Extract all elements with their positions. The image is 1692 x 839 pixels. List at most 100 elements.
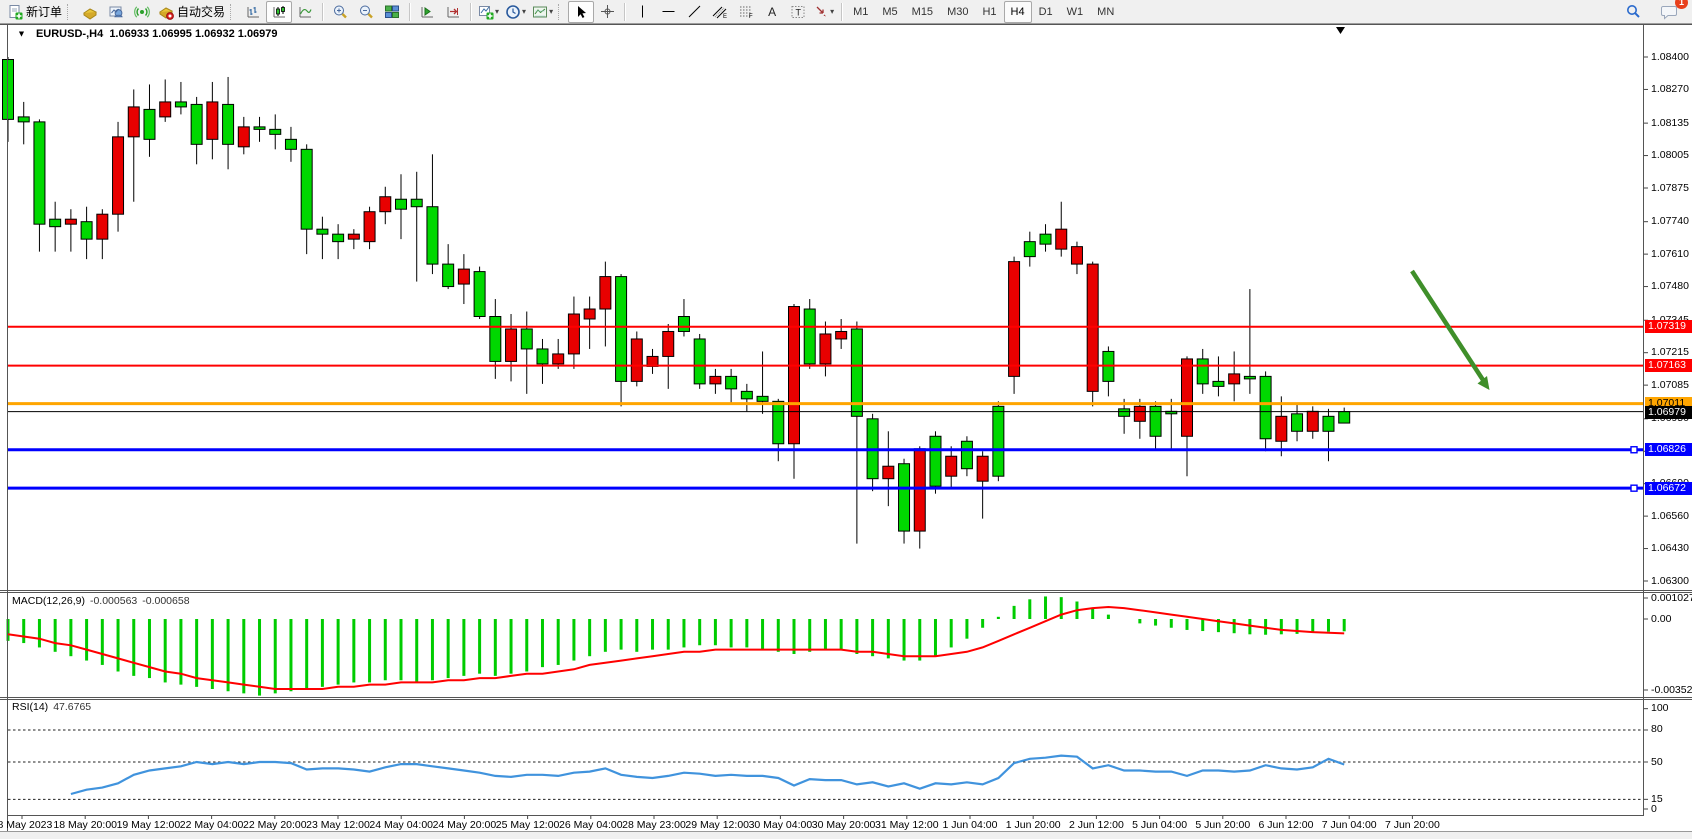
svg-text:F: F [749,14,753,19]
toolbar-separator [841,2,843,21]
timeframe-button-M1[interactable]: M1 [853,5,869,18]
signals-button[interactable] [129,1,155,23]
time-tick-label: 26 May 04:00 [558,819,623,831]
chart-shift-marker[interactable] [1336,27,1345,34]
symbol-dropdown-icon[interactable]: ▼ [17,29,26,39]
bar-chart-icon [247,7,259,18]
hline-1.06826[interactable] [8,446,1643,454]
rsi-layer [8,708,1648,810]
svg-text:E: E [723,14,727,19]
rsi-axis-label: 80 [1651,723,1663,736]
fibonacci-icon: F [739,6,753,19]
annotation-arrow[interactable] [1410,269,1490,390]
timeframe-button-M5[interactable]: M5 [882,5,898,18]
trendline-tool-button[interactable] [681,1,707,23]
tile-windows-button[interactable] [379,1,405,23]
macd-panel-separator[interactable] [0,590,1692,591]
auto-scroll-icon [421,7,433,18]
time-tick-label: 28 May 23:00 [622,819,686,831]
market-watch-button[interactable] [77,1,103,23]
timeframe-button-W1[interactable]: W1 [1066,5,1084,18]
zoom-out-button[interactable] [353,1,379,23]
dropdown-caret-icon: ▾ [830,7,835,16]
line-chart-icon [299,7,312,18]
timeframe-button-D1[interactable]: D1 [1038,5,1053,18]
toolbar: 新订单 自动交易 [0,0,1692,24]
notifications-button[interactable]: 1 [1656,0,1688,23]
time-tick-label: 25 May 12:00 [495,819,560,831]
toolbar-separator [322,2,324,21]
rsi-panel-separator[interactable] [0,697,1692,698]
time-tick-label: 24 May 20:00 [432,819,497,831]
price-tick-label: 1.06560 [1651,509,1689,522]
periods-button[interactable]: ▾ [502,1,529,23]
auto-trading-button[interactable]: 自动交易 [155,1,228,23]
text-tool-icon: A [768,4,777,19]
new-order-icon [9,4,23,19]
window-bottom-strip [0,832,1692,839]
timeframe-button-M30[interactable]: M30 [947,5,969,18]
horizontal-line-tool-button[interactable] [655,1,681,23]
rsi-axis-label: 15 [1651,792,1663,805]
timeframe-button-MN[interactable]: MN [1097,5,1115,18]
price-tick-label: 1.07610 [1651,247,1689,260]
chart-header[interactable]: ▼ EURUSD-,H4 1.06933 1.06995 1.06932 1.0… [16,28,277,40]
time-tick-label: 5 Jun 04:00 [1132,819,1188,831]
fibonacci-tool-button[interactable]: F [733,1,759,23]
timeframe-button-H1[interactable]: H1 [982,5,997,18]
line-chart-button[interactable] [292,1,318,23]
crosshair-tool-button[interactable] [594,1,620,23]
macd-panel-separator[interactable] [0,592,1692,593]
channel-tool-button[interactable]: E [707,1,733,23]
toolbar-right-group: 1 [1620,0,1688,23]
timeframe-button-M15[interactable]: M15 [911,5,934,18]
price-tick-label: 1.08135 [1651,116,1689,129]
time-tick-label: 31 May 12:00 [874,819,939,831]
rsi-panel-label: RSI(14) 47.6765 [12,701,91,713]
cursor-tool-button[interactable] [568,0,595,23]
window-bottom-border [0,831,1692,832]
chart-shift-button[interactable] [440,1,466,23]
timeframe-toolbar: M1 M5 M15 M30 H1 H4 D1 W1 MN [846,0,1121,23]
hline-price-tag: 1.06672 [1645,481,1692,495]
new-order-button[interactable]: 新订单 [4,1,65,23]
toolbar-separator [470,2,472,21]
zoom-in-button[interactable] [327,1,353,23]
time-tick-label: 1 Jun 20:00 [1005,819,1061,831]
arrows-tool-button[interactable]: ▾ [811,1,837,23]
hline-1.06672[interactable] [8,484,1643,492]
macd-name: MACD(12,26,9) [12,595,85,607]
timeframe-button-H4[interactable]: H4 [1003,0,1032,23]
toolbar-grip [230,3,236,20]
text-label-tool-button[interactable]: T [785,1,811,23]
notification-badge: 1 [1675,0,1688,9]
cursor-icon [577,6,586,18]
profile-button[interactable] [103,1,129,23]
clock-icon [506,4,520,19]
candlestick-chart-button[interactable] [266,0,293,23]
rsi-panel-separator[interactable] [0,699,1692,700]
time-tick-label: 18 May 20:00 [53,819,118,831]
auto-scroll-button[interactable] [414,1,440,23]
search-button[interactable] [1620,1,1646,23]
person-chart-icon [109,6,123,17]
horizontal-line-icon [662,11,675,12]
new-order-label: 新订单 [26,5,63,19]
auto-trading-label: 自动交易 [177,5,226,19]
rsi-value: 47.6765 [53,701,92,713]
bar-chart-button[interactable] [240,1,266,23]
price-tick-label: 1.08005 [1651,149,1689,162]
chart-top-border [0,24,1692,25]
templates-button[interactable]: ▾ [529,1,556,23]
svg-text:T: T [795,7,801,17]
crosshair-icon [600,5,614,18]
zoom-out-icon [360,5,373,18]
indicators-button[interactable]: ▾ [475,1,502,23]
time-tick-label: 7 Jun 04:00 [1321,819,1377,831]
dropdown-caret-icon: ▾ [549,7,554,16]
vertical-line-tool-button[interactable] [629,1,655,23]
text-tool-button[interactable]: A [759,1,785,23]
macd-panel-label: MACD(12,26,9) -0.000563 -0.000658 [12,595,190,607]
time-tick-label: 30 May 20:00 [811,819,876,831]
